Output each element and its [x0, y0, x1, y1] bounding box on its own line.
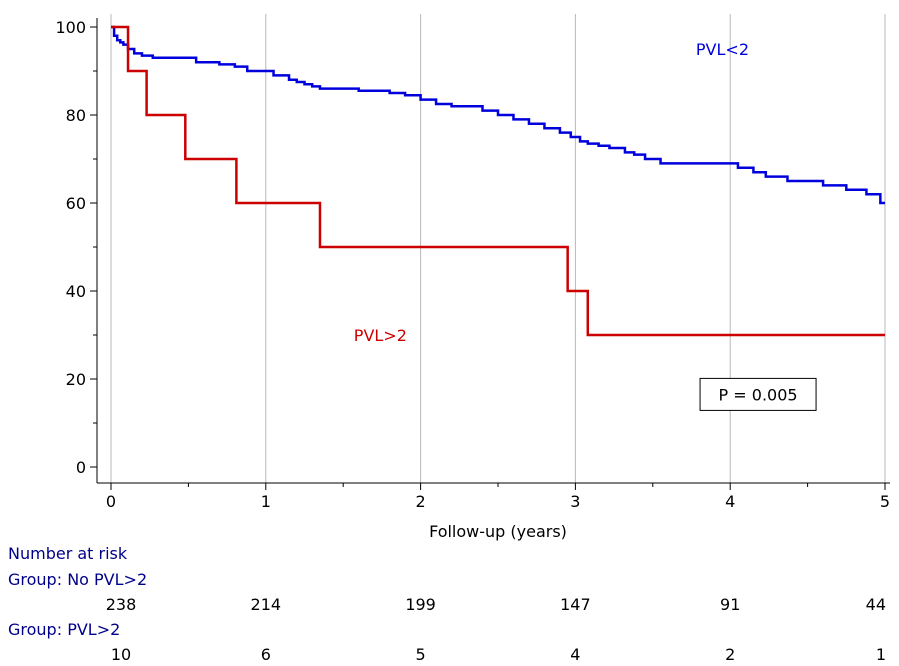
risk-table: Number at risk Group: No PVL>2 Group: PV…	[8, 544, 886, 664]
x-tick-label-1: 1	[261, 492, 271, 511]
risk-value-g1-2: 5	[416, 645, 426, 664]
y-tick-label-4: 80	[66, 106, 86, 125]
x-tick-label-0: 0	[106, 492, 116, 511]
risk-value-g0-4: 91	[720, 595, 740, 614]
risk-value-g0-0: 238	[106, 595, 137, 614]
risk-group-label-1: Group: PVL>2	[8, 620, 120, 639]
annotation-pvl-high: PVL>2	[354, 326, 407, 345]
y-tick-label-2: 40	[66, 282, 86, 301]
axes	[97, 18, 890, 483]
y-tick-label-0: 0	[76, 458, 86, 477]
risk-value-g1-5: 1	[876, 645, 886, 664]
annotation-pvl-low: PVL<2	[696, 40, 749, 59]
risk-value-g0-5: 44	[866, 595, 886, 614]
risk-group-label-0: Group: No PVL>2	[8, 570, 147, 589]
grid-lines	[111, 14, 885, 483]
y-tick-label-1: 20	[66, 370, 86, 389]
survival-curve-pvl-low	[111, 27, 885, 203]
survival-curves	[111, 27, 885, 335]
risk-value-g1-4: 2	[725, 645, 735, 664]
x-tick-label-2: 2	[416, 492, 426, 511]
risk-value-g0-1: 214	[251, 595, 282, 614]
risk-value-g1-0: 10	[111, 645, 131, 664]
x-tick-label-3: 3	[570, 492, 580, 511]
y-tick-label-5: 100	[55, 18, 86, 37]
risk-value-g1-1: 6	[261, 645, 271, 664]
risk-value-g1-3: 4	[570, 645, 580, 664]
risk-value-g0-2: 199	[405, 595, 436, 614]
axis-ticks: 0 1 2 3 4 5 0 20 40 60 80 100	[55, 18, 890, 511]
survival-curve-pvl-high	[111, 27, 885, 335]
p-value-label: P = 0.005	[719, 385, 798, 404]
risk-table-title: Number at risk	[8, 544, 128, 563]
y-tick-label-3: 60	[66, 194, 86, 213]
x-axis-title: Follow-up (years)	[429, 522, 567, 541]
x-tick-label-4: 4	[725, 492, 735, 511]
x-tick-label-5: 5	[880, 492, 890, 511]
risk-value-g0-3: 147	[560, 595, 591, 614]
